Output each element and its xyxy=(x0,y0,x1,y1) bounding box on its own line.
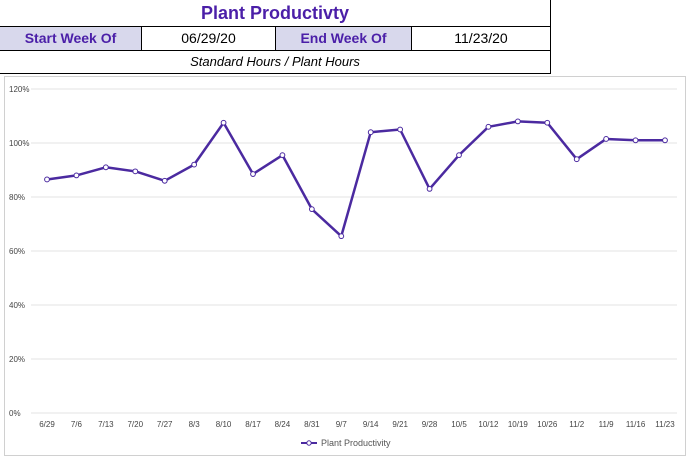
start-week-label: Start Week Of xyxy=(0,27,142,50)
x-tick-label: 11/16 xyxy=(626,420,646,429)
week-range-row: Start Week Of 06/29/20 End Week Of 11/23… xyxy=(0,27,550,51)
chart-subtitle: Standard Hours / Plant Hours xyxy=(0,51,550,74)
data-point xyxy=(573,156,580,163)
y-tick-label: 100% xyxy=(9,139,29,148)
data-point xyxy=(338,233,345,240)
report-header: Plant Productivty Start Week Of 06/29/20… xyxy=(0,0,550,74)
y-tick-label: 20% xyxy=(9,355,25,364)
data-point xyxy=(132,168,139,175)
y-tick-label: 0% xyxy=(9,409,21,418)
x-tick-label: 8/10 xyxy=(216,420,232,429)
data-point xyxy=(161,177,168,184)
data-point xyxy=(308,206,315,213)
x-tick-label: 8/17 xyxy=(245,420,261,429)
x-tick-label: 8/3 xyxy=(189,420,201,429)
data-point xyxy=(603,136,610,142)
x-tick-label: 7/13 xyxy=(98,420,114,429)
end-week-label: End Week Of xyxy=(276,27,412,50)
data-point xyxy=(456,152,462,159)
x-tick-label: 9/14 xyxy=(363,420,379,429)
data-point xyxy=(662,137,668,144)
data-point xyxy=(279,152,286,159)
chart-area: 0% 20% 40% 60% 80% 100% 120% 6/29 7/6 7/13 7/20 7/2… xyxy=(4,76,686,456)
header-divider xyxy=(550,0,551,74)
x-tick-label: 10/5 xyxy=(451,420,467,429)
x-tick-label: 9/28 xyxy=(422,420,438,429)
data-point xyxy=(485,123,492,130)
legend-label: Plant Productivity xyxy=(321,438,391,448)
x-tick-label: 11/2 xyxy=(569,420,585,429)
data-point xyxy=(514,118,521,125)
start-week-value[interactable]: 06/29/20 xyxy=(142,27,276,50)
productivity-line-chart: 0% 20% 40% 60% 80% 100% 120% 6/29 7/6 7/13 7/20 7/2… xyxy=(9,85,677,448)
data-point xyxy=(632,137,639,144)
data-point xyxy=(397,126,404,133)
y-tick-label: 80% xyxy=(9,193,25,202)
y-tick-label: 40% xyxy=(9,301,25,310)
x-tick-label: 10/26 xyxy=(537,420,558,429)
data-point xyxy=(191,161,198,168)
y-tick-label: 60% xyxy=(9,247,25,256)
x-tick-label: 6/29 xyxy=(39,420,55,429)
x-tick-label: 8/31 xyxy=(304,420,320,429)
data-point xyxy=(367,129,374,136)
data-point xyxy=(102,164,109,171)
data-point xyxy=(426,186,433,192)
y-tick-label: 120% xyxy=(9,85,29,94)
data-point xyxy=(544,119,551,126)
x-tick-label: 7/20 xyxy=(127,420,143,429)
legend-swatch-marker xyxy=(306,440,312,446)
x-tick-label: 11/9 xyxy=(599,420,615,429)
end-week-value[interactable]: 11/23/20 xyxy=(412,27,550,50)
x-tick-label: 8/24 xyxy=(275,420,291,429)
data-point xyxy=(220,119,227,126)
x-tick-label: 11/23 xyxy=(655,420,675,429)
x-tick-label: 9/7 xyxy=(336,420,348,429)
x-tick-label: 7/27 xyxy=(157,420,173,429)
title-row: Plant Productivty xyxy=(0,0,550,27)
page-title: Plant Productivty xyxy=(200,3,350,23)
data-point xyxy=(73,172,80,179)
data-point xyxy=(44,176,50,183)
x-tick-label: 7/6 xyxy=(71,420,83,429)
data-point xyxy=(250,171,256,177)
x-tick-label: 10/12 xyxy=(478,420,499,429)
x-tick-label: 9/21 xyxy=(392,420,408,429)
series-line xyxy=(46,120,665,238)
x-tick-label: 10/19 xyxy=(508,420,529,429)
